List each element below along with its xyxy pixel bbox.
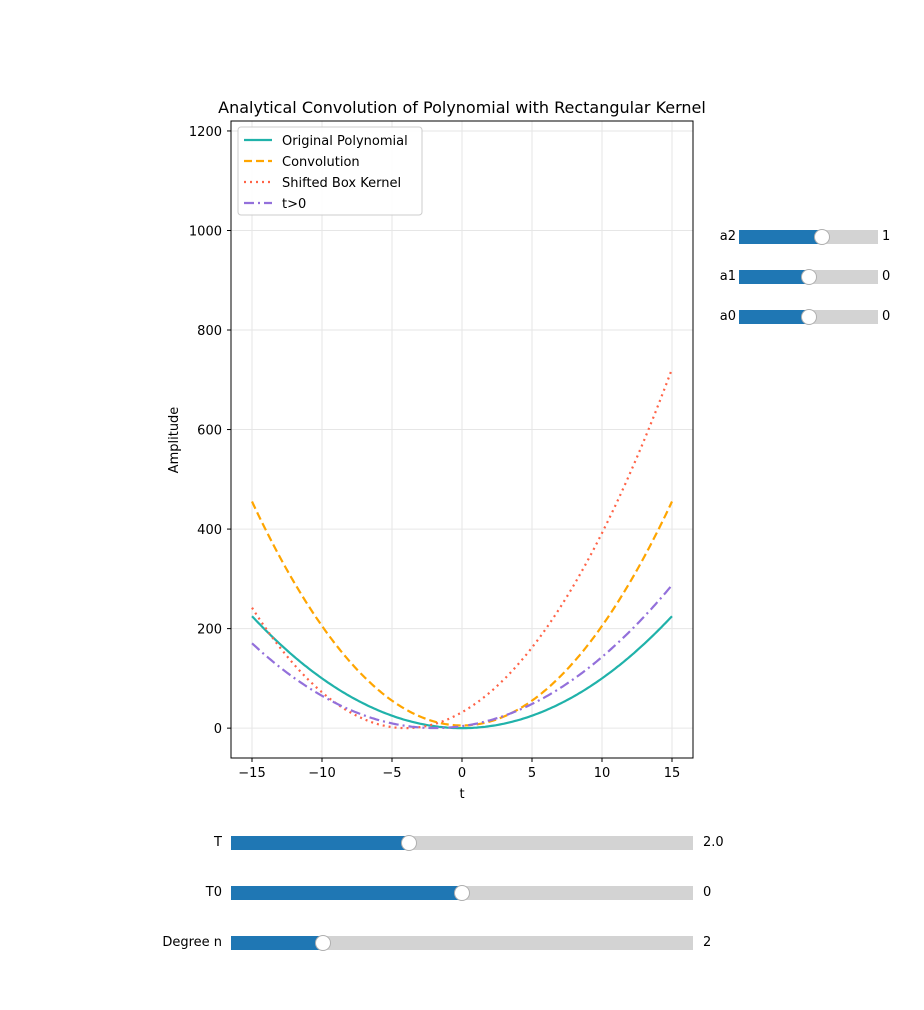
series-group xyxy=(251,368,674,730)
x-tick-label: −15 xyxy=(238,766,265,781)
x-axis-ticks: −15 −10 −5 0 5 10 15 xyxy=(238,758,680,781)
slider-track[interactable] xyxy=(231,835,693,851)
slider-handle[interactable] xyxy=(800,269,817,285)
slider-a1[interactable]: a1 0 xyxy=(0,269,924,285)
chart-title: Analytical Convolution of Polynomial wit… xyxy=(218,98,706,117)
slider-value: 0 xyxy=(703,885,712,900)
slider-label: T0 xyxy=(205,885,222,900)
slider-value: 1 xyxy=(882,229,891,244)
series-line-1 xyxy=(251,615,673,730)
slider-value: 0 xyxy=(882,309,891,324)
legend: Original Polynomial Convolution Shifted Bo… xyxy=(237,126,423,216)
slider-track[interactable] xyxy=(739,309,878,325)
slider-label: Degree n xyxy=(162,935,222,950)
x-tick-label: −10 xyxy=(308,766,335,781)
legend-box xyxy=(237,126,423,216)
legend-label: Original Polynomial xyxy=(282,134,408,149)
slider-label: a2 xyxy=(719,229,736,244)
slider-track[interactable] xyxy=(231,935,693,951)
slider-t[interactable]: T 2.0 xyxy=(0,835,924,851)
slider-value: 2.0 xyxy=(703,835,724,850)
slider-handle[interactable] xyxy=(454,885,470,901)
y-tick-label: 600 xyxy=(197,424,222,439)
series-line-3 xyxy=(251,368,674,730)
slider-degree-n[interactable]: Degree n 2 xyxy=(0,935,924,951)
y-axis-ticks: 0 200 400 600 800 1000 1200 xyxy=(189,125,231,737)
y-tick-label: 200 xyxy=(197,623,222,638)
y-tick-label: 1000 xyxy=(189,224,222,239)
grid xyxy=(231,121,693,758)
x-axis-label: t xyxy=(459,787,464,802)
y-axis-label: Amplitude xyxy=(167,407,182,474)
slider-value: 2 xyxy=(703,935,712,950)
y-tick-label: 800 xyxy=(197,324,222,339)
slider-fill xyxy=(739,230,823,244)
x-tick-label: 10 xyxy=(594,766,611,781)
slider-handle[interactable] xyxy=(315,935,332,951)
slider-handle[interactable] xyxy=(800,309,817,325)
slider-track[interactable] xyxy=(739,269,878,285)
slider-fill xyxy=(739,310,809,324)
series-line-2 xyxy=(251,501,673,727)
slider-track[interactable] xyxy=(739,229,878,245)
x-tick-label: 15 xyxy=(664,766,681,781)
slider-handle[interactable] xyxy=(400,835,417,851)
slider-a2[interactable]: a2 1 xyxy=(0,229,924,245)
legend-label: Shifted Box Kernel xyxy=(282,176,401,191)
y-tick-label: 400 xyxy=(197,523,222,538)
slider-track[interactable] xyxy=(231,885,693,901)
slider-fill xyxy=(739,270,809,284)
slider-fill xyxy=(231,886,462,900)
y-tick-label: 0 xyxy=(214,722,222,737)
series-line-4 xyxy=(251,584,673,730)
x-tick-label: 0 xyxy=(458,766,466,781)
slider-label: a1 xyxy=(719,269,736,284)
x-tick-label: −5 xyxy=(382,766,401,781)
slider-fill xyxy=(231,936,324,950)
slider-handle[interactable] xyxy=(814,229,831,245)
x-tick-label: 5 xyxy=(528,766,536,781)
slider-fill xyxy=(231,836,409,850)
legend-label: t>0 xyxy=(282,197,306,212)
slider-label: a0 xyxy=(719,309,736,324)
y-tick-label: 1200 xyxy=(189,125,222,140)
slider-t0[interactable]: T0 0 xyxy=(0,885,924,901)
slider-a0[interactable]: a0 0 xyxy=(0,309,924,325)
slider-value: 0 xyxy=(882,269,891,284)
legend-label: Convolution xyxy=(282,155,360,170)
slider-label: T xyxy=(214,835,222,850)
